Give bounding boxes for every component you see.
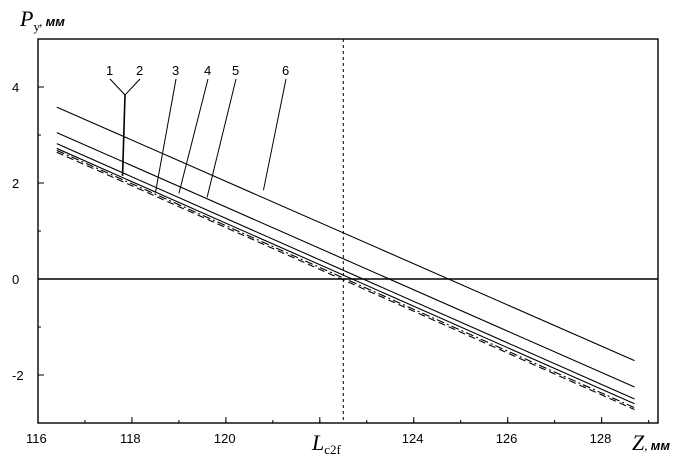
reference-label-sub: c2f [324,442,341,457]
reference-label-main: L [311,430,324,455]
plot-area [37,38,659,424]
series-line-3 [56,151,635,411]
y-axis-title: Py, мм [19,6,65,34]
x-tick-label: 118 [120,431,141,446]
y-axis-subscript: y [33,19,40,34]
y-axis-symbol: P [19,6,33,31]
reference-label: Lc2f [311,430,342,457]
series-layer [56,106,635,411]
curve-label-1: 1 [106,63,113,78]
leader-line-2 [124,78,141,96]
series-line-6 [56,106,635,362]
reference-layer [38,39,658,423]
x-tick-label: 128 [590,431,612,446]
x-tick-label: 126 [496,431,518,446]
curve-label-3: 3 [172,63,179,78]
y-tick-label: 0 [12,272,19,287]
curve-label-2: 2 [136,63,143,78]
series-line-1 [56,147,635,405]
plot-frame [37,38,659,424]
series-line-2 [56,149,635,409]
x-tick-label: 124 [402,431,424,446]
x-axis-title: Z, мм [632,430,670,455]
x-axis-unit: мм [651,438,671,453]
y-tick-label: 2 [12,176,19,191]
leader-line-stem [121,94,126,176]
series-line-5 [56,132,635,388]
x-axis-symbol: Z [632,430,645,455]
y-tick-label: 4 [12,80,19,95]
leader-line-6 [262,78,287,191]
curve-label-5: 5 [232,63,239,78]
leader-line-5 [206,78,237,198]
leader-line-3 [154,78,177,193]
leader-line-4 [178,78,209,194]
x-tick-label: 120 [214,431,236,446]
y-axis-unit: мм [46,14,66,29]
series-line-4 [56,143,635,400]
y-tick-label: -2 [12,368,24,383]
curve-label-6: 6 [282,63,289,78]
curve-label-4: 4 [204,63,211,78]
x-tick-label: 116 [26,431,47,446]
leader-line-1 [109,78,126,96]
callout-layer: 1 2 3 4 5 6 [106,63,289,198]
